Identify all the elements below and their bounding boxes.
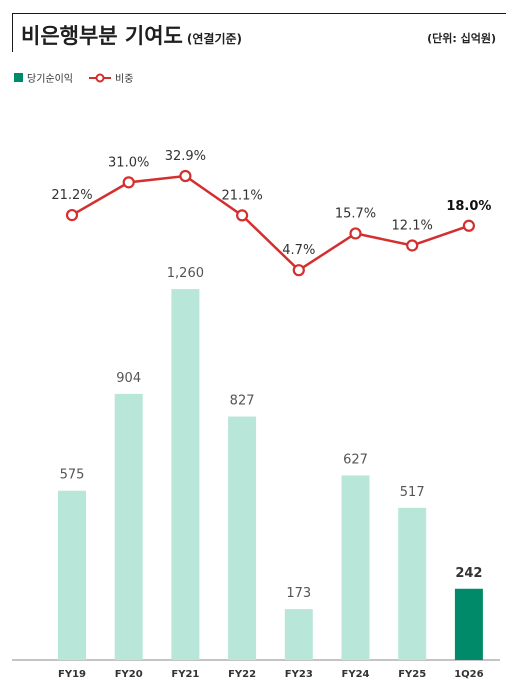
bar-fy21	[171, 289, 200, 660]
legend-bar-swatch	[14, 73, 23, 82]
category-label: FY20	[115, 669, 143, 680]
legend-bar-label: 당기순이익	[27, 74, 73, 85]
ratio-point-fy24	[349, 227, 362, 240]
legend: 당기순이익 비중	[14, 70, 133, 85]
ratio-point-fy22	[236, 209, 249, 222]
chart-header: 비은행부분 기여도 (연결기준) (단위: 십억원)	[0, 0, 506, 60]
ratio-value-label: 21.2%	[51, 188, 92, 203]
ratio-point-fy23	[292, 264, 305, 277]
bar-value-label: 517	[400, 485, 425, 500]
ratio-point-1q26	[462, 219, 475, 232]
legend-line-label: 비중	[115, 74, 134, 85]
category-label: FY23	[285, 669, 313, 680]
bar-fy23	[284, 609, 313, 660]
bar-value-label: 904	[116, 371, 141, 386]
bar-value-label: 627	[343, 452, 368, 467]
ratio-value-label: 32.9%	[165, 149, 206, 164]
ratio-value-label: 18.0%	[446, 199, 491, 214]
bar-value-label: 242	[455, 566, 482, 581]
category-label: FY25	[398, 669, 426, 680]
ratio-point-fy19	[65, 208, 79, 222]
ratio-line	[71, 174, 470, 272]
ratio-value-label: 15.7%	[335, 206, 376, 221]
ratio-point-fy25	[406, 239, 419, 252]
ratio-value-label: 4.7%	[282, 243, 315, 258]
ratio-point-fy20	[122, 176, 135, 189]
category-label: FY21	[171, 669, 199, 680]
ratio-value-label: 21.1%	[221, 188, 262, 203]
header-left-rule	[12, 14, 13, 52]
bar-fy19	[58, 490, 86, 660]
legend-line-swatch	[89, 73, 111, 82]
bar-value-label: 1,260	[167, 266, 204, 281]
category-label: 1Q26	[454, 669, 483, 680]
category-label: FY24	[342, 669, 370, 680]
unit-label: (단위: 십억원)	[427, 32, 496, 45]
header-top-rule	[12, 13, 506, 14]
chart-subtitle: (연결기준)	[186, 32, 243, 46]
bar-value-label: 173	[286, 586, 311, 601]
bar-fy25	[398, 507, 427, 660]
bar-value-label: 575	[60, 468, 85, 483]
ratio-point-fy21	[179, 169, 192, 183]
bar-value-label: 827	[230, 394, 255, 409]
category-label: FY19	[58, 669, 86, 680]
ratio-value-label: 12.1%	[392, 218, 433, 233]
category-label: FY22	[228, 669, 256, 680]
ratio-value-label: 31.0%	[108, 155, 149, 170]
bar-fy24	[341, 475, 370, 660]
chart-title-text: 비은행부분 기여도	[21, 24, 183, 48]
bar-fy20	[114, 393, 143, 660]
chart-title: 비은행부분 기여도 (연결기준)	[21, 20, 242, 50]
bar-fy22	[228, 416, 257, 660]
bar-1q26	[454, 588, 483, 660]
